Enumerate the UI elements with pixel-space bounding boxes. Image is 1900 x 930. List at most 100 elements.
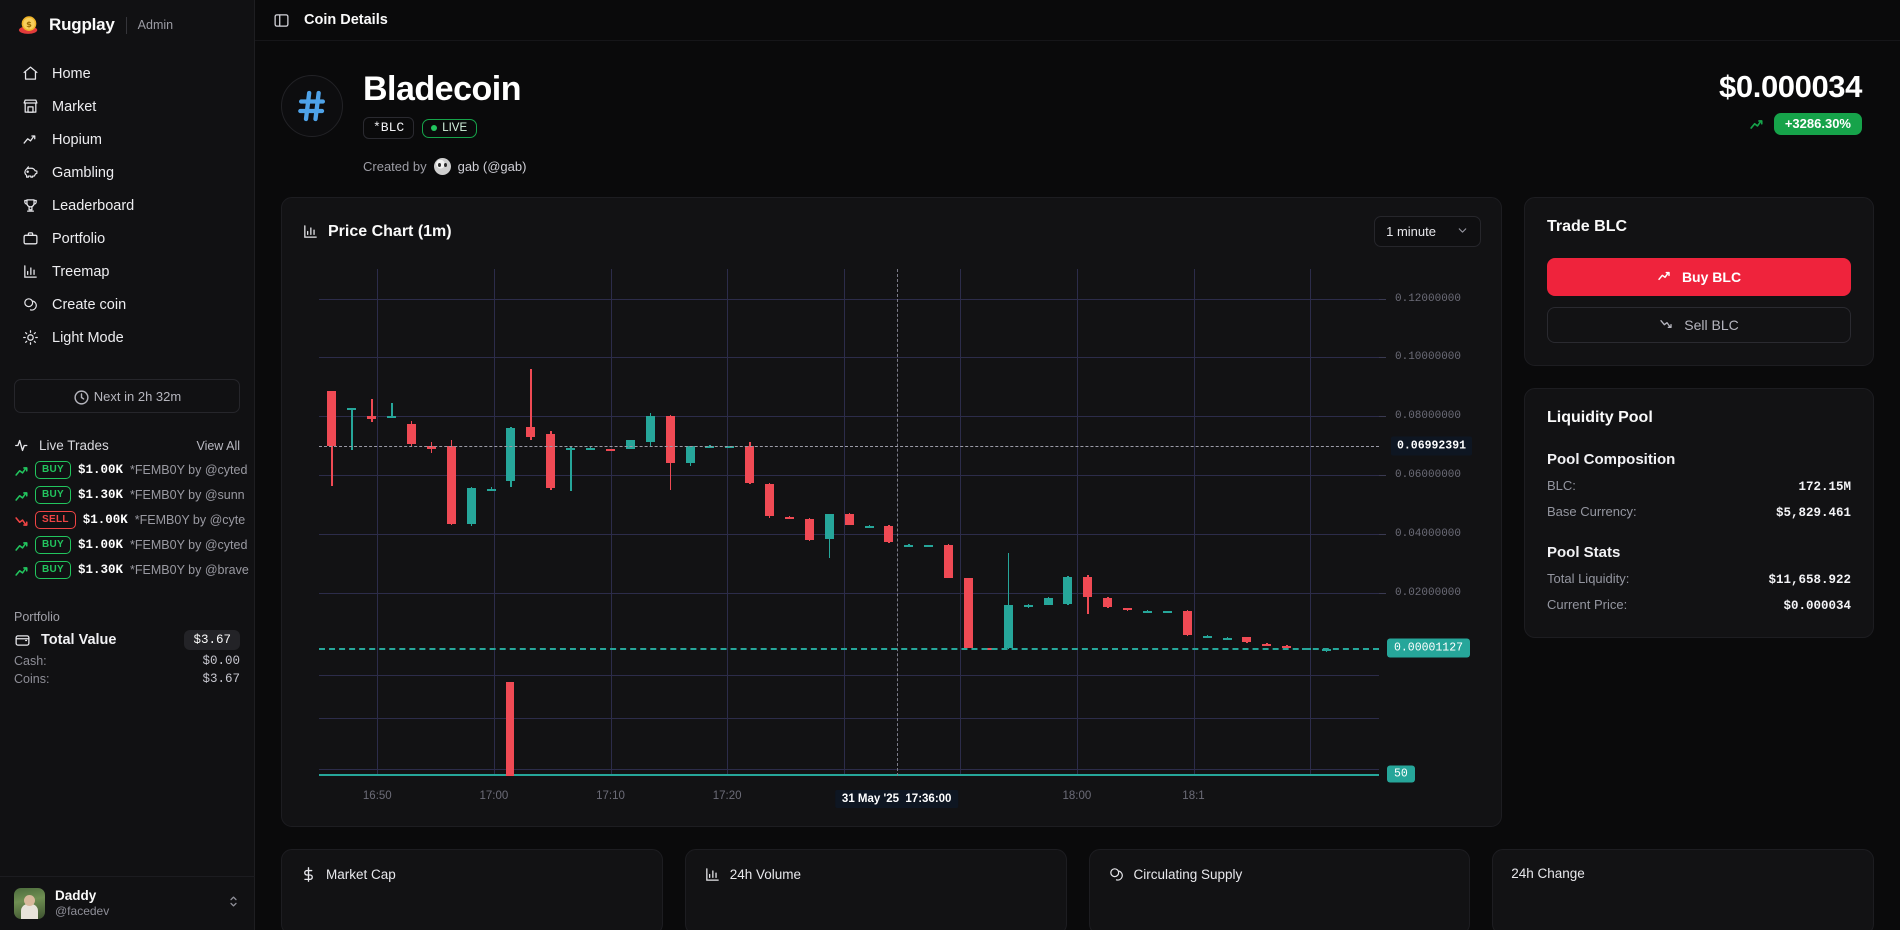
sidebar-item-light-mode[interactable]: Light Mode: [12, 322, 242, 353]
coin-header: Bladecoin *BLC LIVE Created by gab (@gab…: [273, 41, 1882, 176]
grid-line-v: [1193, 269, 1195, 777]
crosshair-x-label: 31 May '25 17:36:00: [834, 790, 959, 809]
coin-change-badge: +3286.30%: [1773, 113, 1862, 135]
coin-logo-icon: $: [18, 14, 40, 36]
x-axis-label: 18:1: [1182, 790, 1205, 803]
store-icon: [22, 98, 39, 115]
y-axis-tick: [1379, 416, 1386, 418]
trending-up-icon: [14, 563, 28, 577]
sidebar-item-treemap[interactable]: Treemap: [12, 256, 242, 287]
grid-line-v: [377, 269, 379, 777]
user-account-button[interactable]: Daddy @facedev: [0, 876, 255, 930]
trade-row[interactable]: BUY $1.30K *FEMB0Y by @brave: [14, 560, 254, 580]
live-trades-view-all-link[interactable]: View All: [196, 438, 240, 453]
panel-left-icon[interactable]: [273, 12, 290, 29]
trade-detail: *FEMB0Y by @sunn: [130, 488, 245, 502]
user-handle: @facedev: [55, 904, 110, 919]
stat-label: 24h Volume: [729, 867, 802, 883]
trade-card-title: Trade BLC: [1547, 218, 1628, 236]
portfolio-total-row[interactable]: Total Value $3.67: [14, 630, 240, 650]
sun-icon: [22, 329, 39, 346]
chart-plot-region[interactable]: [319, 269, 1379, 777]
candle-body: [1023, 604, 1033, 607]
created-by-label: Created by: [363, 159, 427, 175]
sidebar-item-portfolio[interactable]: Portfolio: [12, 223, 242, 254]
candle-body: [665, 416, 675, 464]
candle-body: [1142, 610, 1152, 613]
candle-body: [844, 513, 854, 525]
coin-text-block: Bladecoin *BLC LIVE Created by gab (@gab…: [363, 69, 527, 176]
trade-row[interactable]: BUY $1.00K *FEMB0Y by @cyted: [14, 460, 254, 480]
candle-body: [566, 448, 576, 451]
brand[interactable]: $ Rugplay Admin: [0, 0, 254, 46]
trade-amount: $1.30K: [78, 563, 124, 577]
candle-body: [1043, 598, 1053, 605]
stat-card-24h-volume: 24h Volume: [684, 849, 1067, 930]
chart-header: Price Chart (1m) 1 minute: [282, 198, 1501, 248]
candle-body: [1282, 646, 1292, 648]
grid-line-v: [493, 269, 495, 777]
sidebar-item-label: Treemap: [52, 263, 110, 280]
trade-row[interactable]: BUY $1.30K *FEMB0Y by @sunn: [14, 485, 254, 505]
trending-up-icon: [14, 463, 28, 477]
trending-up-icon: [1657, 268, 1673, 287]
stat-label-row: 24h Change: [1511, 866, 1855, 881]
candle-body: [526, 426, 536, 437]
clock-icon: [73, 389, 89, 405]
y-axis-tick: [1379, 475, 1386, 477]
portfolio-cash-value: $0.00: [202, 654, 240, 668]
user-name: Daddy: [55, 888, 97, 904]
pool-blc-value: 172.15M: [1798, 480, 1851, 495]
current-price-label: Current Price:: [1547, 597, 1628, 613]
bar-chart-icon: [704, 866, 721, 883]
trade-amount: $1.00K: [78, 538, 124, 552]
sidebar-item-hopium[interactable]: Hopium: [12, 124, 242, 155]
candle-body: [625, 440, 635, 449]
brand-name: Rugplay: [49, 15, 115, 34]
candle-body: [466, 488, 476, 524]
y-axis-label: 0.10000000: [1395, 351, 1462, 364]
candle-body: [725, 446, 735, 449]
chart-x-axis: 16:50 17:00 17:10 17:20 18:00 18:1 31 May '25 …: [319, 790, 1379, 809]
stat-label: 24h Change: [1511, 866, 1585, 882]
trending-up-icon: [1749, 116, 1765, 132]
portfolio-total-value: $3.67: [184, 630, 240, 650]
sidebar-item-home[interactable]: Home: [12, 58, 242, 89]
portfolio-cash-row: Cash: $0.00: [14, 654, 240, 668]
candle-body: [1182, 610, 1192, 635]
buy-button[interactable]: Buy BLC: [1547, 258, 1851, 297]
candle-body: [605, 449, 615, 452]
sidebar-item-create-coin[interactable]: Create coin: [12, 289, 242, 320]
trade-row[interactable]: BUY $1.00K *FEMB0Y by @cyted: [14, 535, 254, 555]
stat-label-row: 24h Volume: [704, 866, 1048, 883]
sell-button[interactable]: Sell BLC: [1547, 307, 1851, 344]
grid-line-h: [319, 674, 1379, 676]
sidebar-item-leaderboard[interactable]: Leaderboard: [12, 190, 242, 221]
creator-name[interactable]: gab (@gab): [457, 159, 527, 175]
liquidity-pool-card: Liquidity Pool Pool Composition BLC: 172…: [1524, 388, 1874, 639]
chart-canvas[interactable]: 0.12000000 0.10000000 0.08000000 0.06000000…: [282, 263, 1501, 826]
pool-base-currency-label: Base Currency:: [1547, 504, 1637, 520]
bar-chart-icon: [302, 223, 319, 240]
x-axis-label: 18:00: [1062, 790, 1092, 803]
candle-body: [546, 434, 556, 488]
pool-stats-title: Pool Stats: [1547, 544, 1621, 562]
sidebar-item-market[interactable]: Market: [12, 91, 242, 122]
trending-up-icon: [14, 538, 28, 552]
next-countdown-button[interactable]: Next in 2h 32m: [14, 379, 240, 413]
candle-body: [864, 525, 874, 528]
timeframe-select[interactable]: 1 minute: [1374, 216, 1481, 248]
chart-title-label: Price Chart (1m): [328, 222, 452, 240]
candle-body: [446, 445, 456, 524]
buy-button-label: Buy BLC: [1681, 269, 1742, 286]
trade-row[interactable]: SELL $1.00K *FEMB0Y by @cyte: [14, 510, 254, 530]
chevrons-up-down-icon[interactable]: [226, 894, 241, 914]
y-axis-label: 0.12000000: [1395, 292, 1462, 305]
trade-side-badge: BUY: [35, 461, 72, 479]
grid-line-v: [1076, 269, 1078, 777]
sidebar-item-label: Create coin: [52, 296, 127, 313]
y-axis-label: 0.08000000: [1395, 410, 1462, 423]
grid-line-h: [319, 768, 1379, 770]
sidebar-item-gambling[interactable]: Gambling: [12, 157, 242, 188]
brand-admin-label: Admin: [137, 18, 174, 32]
